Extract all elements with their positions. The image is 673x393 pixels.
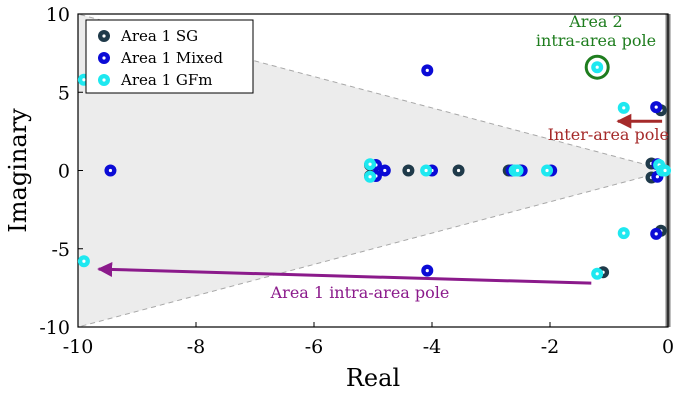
point-area-1-gfm: [511, 164, 524, 177]
legend-marker: [98, 74, 110, 86]
point-area-1-gfm: [617, 227, 630, 240]
x-tick-label: -10: [63, 336, 94, 358]
y-axis-label: Imaginary: [4, 108, 32, 233]
point-area-1-mixed: [650, 227, 663, 240]
point-area-1-gfm: [617, 101, 630, 114]
x-tick-label: -6: [305, 336, 324, 358]
legend-entry: Area 1 GFm: [98, 71, 213, 89]
x-tick-label: -4: [423, 336, 442, 358]
point-area-1-gfm: [659, 164, 672, 177]
point-area-1-gfm: [541, 164, 554, 177]
y-tick-label: -5: [51, 239, 70, 261]
y-tick-label: 5: [58, 82, 70, 104]
legend-label: Area 1 SG: [120, 27, 198, 45]
point-area-1-sg: [402, 164, 415, 177]
y-tick-label: 0: [58, 161, 70, 183]
point-area-1-mixed: [378, 164, 391, 177]
legend-marker: [98, 30, 110, 42]
point-area-1-mixed: [421, 64, 434, 77]
area1-intra-arrow: [97, 261, 592, 285]
axis-ticks: -10 -8 -6 -4 -2 0 10 5 0 -5 -10: [39, 4, 673, 358]
legend-label: Area 1 Mixed: [120, 49, 223, 67]
y-tick-label: 10: [46, 4, 70, 26]
area2-annotation: Area 2 intra-area pole: [536, 12, 656, 50]
y-tick-label: -10: [39, 317, 70, 339]
legend-entry: Area 1 Mixed: [98, 49, 223, 67]
point-area-1-gfm: [420, 164, 433, 177]
x-tick-label: 0: [662, 336, 673, 358]
point-area-1-gfm: [364, 158, 377, 171]
x-axis-label: Real: [346, 364, 400, 392]
legend-entry: Area 1 SG: [98, 27, 198, 45]
inter-area-annotation: Inter-area pole: [548, 125, 669, 144]
point-area-1-gfm: [591, 267, 604, 280]
point-area-1-gfm: [591, 61, 604, 74]
legend: Area 1 SG Area 1 Mixed Area 1 GFm: [85, 19, 254, 94]
point-area-1-gfm: [364, 170, 377, 183]
point-area-1-gfm: [77, 255, 90, 268]
legend-label: Area 1 GFm: [120, 71, 213, 89]
point-area-1-mixed: [421, 264, 434, 277]
x-tick-label: -8: [187, 336, 206, 358]
point-area-1-mixed: [104, 164, 117, 177]
area2-pole-highlight: [584, 54, 610, 80]
annotations: Area 2 intra-area pole Inter-area pole Area…: [97, 12, 669, 302]
area1-intra-annotation: Area 1 intra-area pole: [270, 283, 450, 302]
legend-box: [85, 19, 254, 94]
point-area-1-sg: [452, 164, 465, 177]
x-tick-label: -2: [541, 336, 560, 358]
point-area-1-mixed: [650, 101, 663, 114]
legend-marker: [98, 52, 110, 64]
